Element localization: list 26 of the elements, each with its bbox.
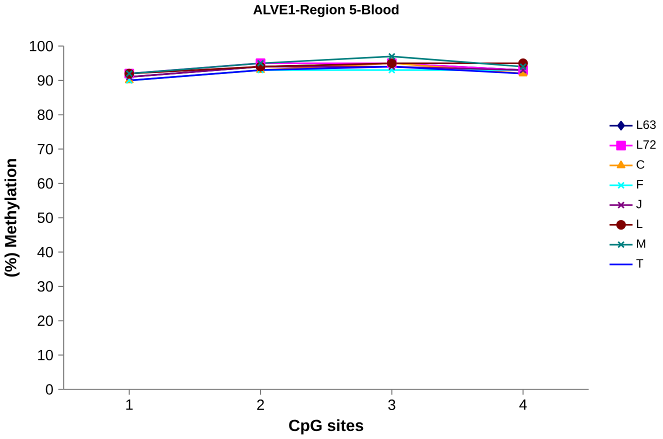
- x-axis-title: CpG sites: [289, 419, 364, 434]
- legend-label: T: [636, 259, 644, 268]
- y-axis-title: (%) Methylation: [4, 159, 20, 277]
- y-tick-label: 60: [38, 178, 53, 189]
- y-tick-label: 70: [38, 144, 53, 154]
- x-tick-label: 4: [519, 400, 527, 410]
- x-tick-label: 1: [126, 400, 133, 410]
- y-tick-label: 20: [38, 316, 53, 326]
- y-tick-label: 40: [37, 246, 53, 258]
- legend-label: C: [636, 160, 644, 169]
- y-tick-label: 50: [38, 212, 53, 224]
- legend-label: L63: [637, 120, 656, 130]
- x-tick-label: 3: [388, 400, 396, 410]
- legend-label: L72: [637, 140, 656, 149]
- y-tick-label: 10: [38, 350, 53, 360]
- legend-label: J: [636, 200, 642, 208]
- legend-label: L: [637, 220, 642, 228]
- y-tick-label: 0: [46, 384, 53, 395]
- legend-label: F: [637, 180, 643, 189]
- y-tick-label: 90: [38, 75, 53, 86]
- y-tick-label: 100: [30, 40, 53, 52]
- legend-label: M: [637, 240, 646, 248]
- y-tick-label: 80: [38, 110, 53, 120]
- x-tick-label: 2: [257, 400, 264, 410]
- y-tick-label: 30: [38, 281, 53, 292]
- chart-title: ALVE1-Region 5-Blood: [253, 4, 398, 18]
